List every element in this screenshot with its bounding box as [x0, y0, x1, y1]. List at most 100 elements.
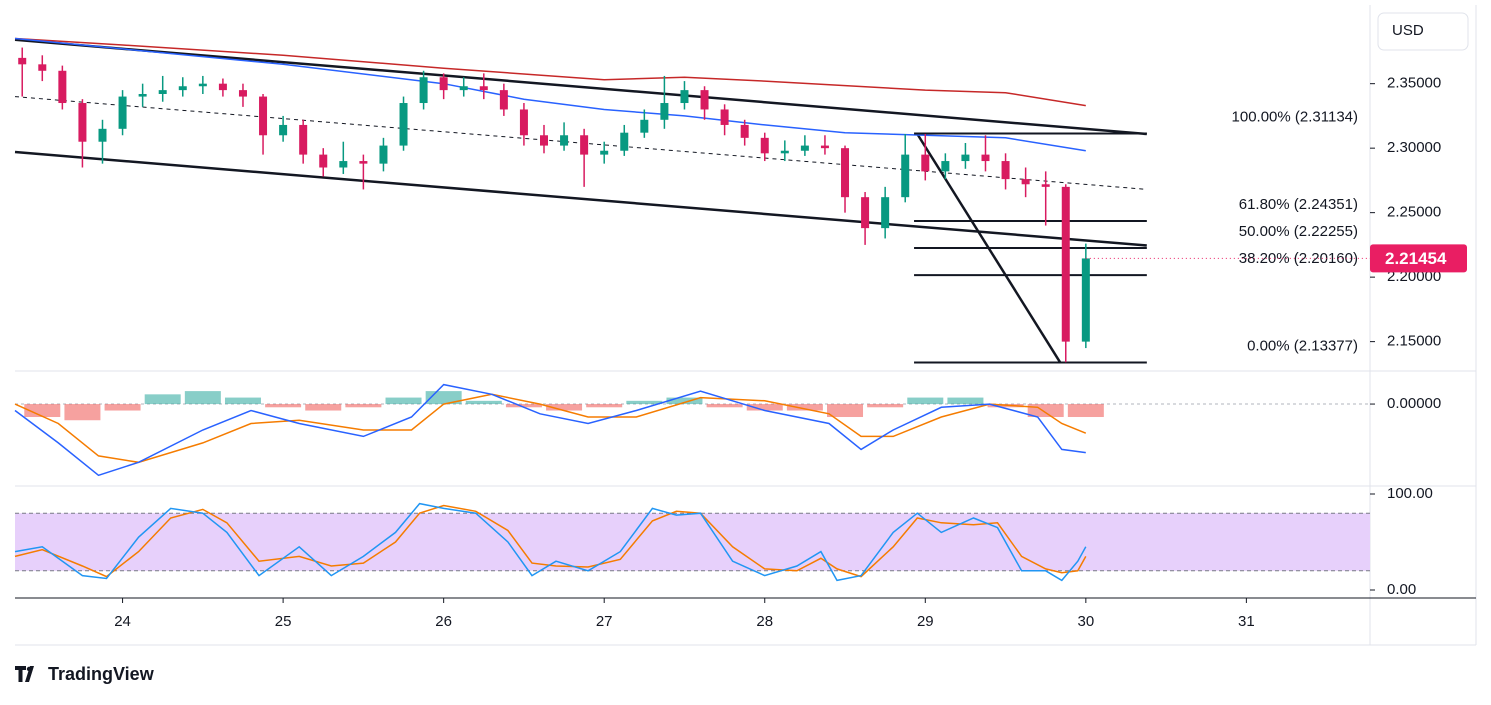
signal-line — [14, 393, 1087, 464]
candle-body — [519, 109, 528, 136]
brand-logo — [15, 666, 34, 682]
histogram-bar — [746, 404, 783, 411]
candle-body — [780, 150, 789, 154]
candle-body — [319, 154, 328, 168]
candle-body — [218, 83, 227, 91]
candle-body — [740, 124, 749, 138]
candle-body — [941, 161, 950, 172]
candle-body — [861, 197, 870, 229]
candle-body — [1021, 179, 1030, 185]
candle-body — [38, 64, 47, 71]
moving-average — [14, 37, 1086, 107]
candle-body — [1001, 161, 1010, 180]
candle-body — [379, 145, 388, 164]
candle-body — [921, 154, 930, 172]
x-tick-label: 31 — [1238, 613, 1255, 630]
candle-body — [560, 135, 569, 146]
trendline — [14, 150, 1147, 247]
candle-body — [700, 90, 709, 110]
x-tick-label: 27 — [596, 613, 613, 630]
y-tick-label: 2.35000 — [1387, 75, 1441, 92]
histogram-bar — [706, 404, 743, 408]
histogram-bar — [786, 404, 823, 411]
histogram-bar — [184, 391, 221, 405]
trendline — [14, 38, 1147, 136]
candle-body — [479, 86, 488, 91]
candle-body — [158, 90, 167, 94]
candle-body — [138, 93, 147, 97]
histogram-bar — [1067, 404, 1104, 418]
x-tick-label: 28 — [756, 613, 773, 630]
fib-label: 0.00% (2.13377) — [1247, 338, 1358, 355]
histogram-bar — [546, 404, 583, 411]
histogram-bar — [385, 397, 422, 405]
histogram-bar — [947, 397, 984, 405]
stoch-d — [14, 504, 1087, 578]
candle-body — [78, 103, 87, 142]
candle-body — [680, 90, 689, 104]
fib-label: 100.00% (2.31134) — [1232, 109, 1358, 126]
candle-body — [981, 154, 990, 162]
histogram-bar — [586, 404, 623, 408]
candle-body — [760, 137, 769, 154]
candle-body — [18, 57, 27, 65]
candle-body — [881, 197, 890, 229]
candle-body — [1041, 184, 1050, 187]
stoch-band — [15, 513, 1370, 571]
candle-body — [961, 154, 970, 162]
y-tick-label: 0.00 — [1387, 581, 1416, 598]
currency-button[interactable] — [1377, 12, 1469, 51]
stoch-k — [14, 502, 1087, 582]
fib-label: 61.80% (2.24351) — [1239, 196, 1358, 213]
y-tick-label: 2.25000 — [1387, 204, 1441, 221]
candle-body — [58, 70, 67, 104]
y-tick-label: 0.00000 — [1387, 395, 1441, 412]
candle-body — [640, 119, 649, 133]
y-tick-label: 100.00 — [1387, 485, 1433, 502]
candle-body — [339, 161, 348, 168]
brand-name: TradingView — [48, 664, 155, 684]
currency-label: USD — [1392, 22, 1424, 39]
candle-body — [198, 83, 207, 87]
histogram-bar — [626, 400, 663, 405]
candle-body — [1081, 258, 1090, 342]
x-tick-label: 29 — [917, 613, 934, 630]
candle-body — [841, 148, 850, 198]
candle-body — [820, 145, 829, 149]
candle-body — [399, 103, 408, 146]
candle-body — [800, 145, 809, 151]
macd-line — [14, 383, 1086, 477]
price-tag-label: 2.21454 — [1385, 249, 1447, 268]
candle-body — [580, 135, 589, 155]
histogram-bar — [224, 397, 261, 405]
y-tick-label: 2.30000 — [1387, 139, 1441, 156]
candle-body — [419, 77, 428, 104]
x-tick-label: 25 — [275, 613, 292, 630]
histogram-bar — [907, 397, 944, 405]
candle-body — [118, 96, 127, 129]
histogram-bar — [867, 404, 904, 408]
histogram-bar — [24, 404, 61, 418]
candle-body — [238, 90, 247, 97]
histogram-bar — [265, 404, 302, 408]
histogram-bar — [305, 404, 342, 411]
x-tick-label: 26 — [435, 613, 452, 630]
candle-body — [439, 77, 448, 91]
candle-body — [539, 135, 548, 146]
candle-body — [1061, 186, 1070, 342]
candle-body — [499, 90, 508, 110]
histogram-bar — [345, 404, 382, 408]
y-tick-label: 2.15000 — [1387, 333, 1441, 350]
fib-label: 50.00% (2.22255) — [1239, 223, 1358, 240]
candle-body — [660, 103, 669, 120]
histogram-bar — [827, 404, 864, 418]
histogram-bar — [666, 397, 703, 405]
candle-body — [600, 150, 609, 155]
histogram-bar — [144, 394, 181, 405]
histogram-bar — [505, 404, 542, 408]
candle-body — [299, 124, 308, 155]
candle-body — [98, 128, 107, 142]
histogram-bar — [104, 404, 141, 411]
x-tick-label: 30 — [1077, 613, 1094, 630]
